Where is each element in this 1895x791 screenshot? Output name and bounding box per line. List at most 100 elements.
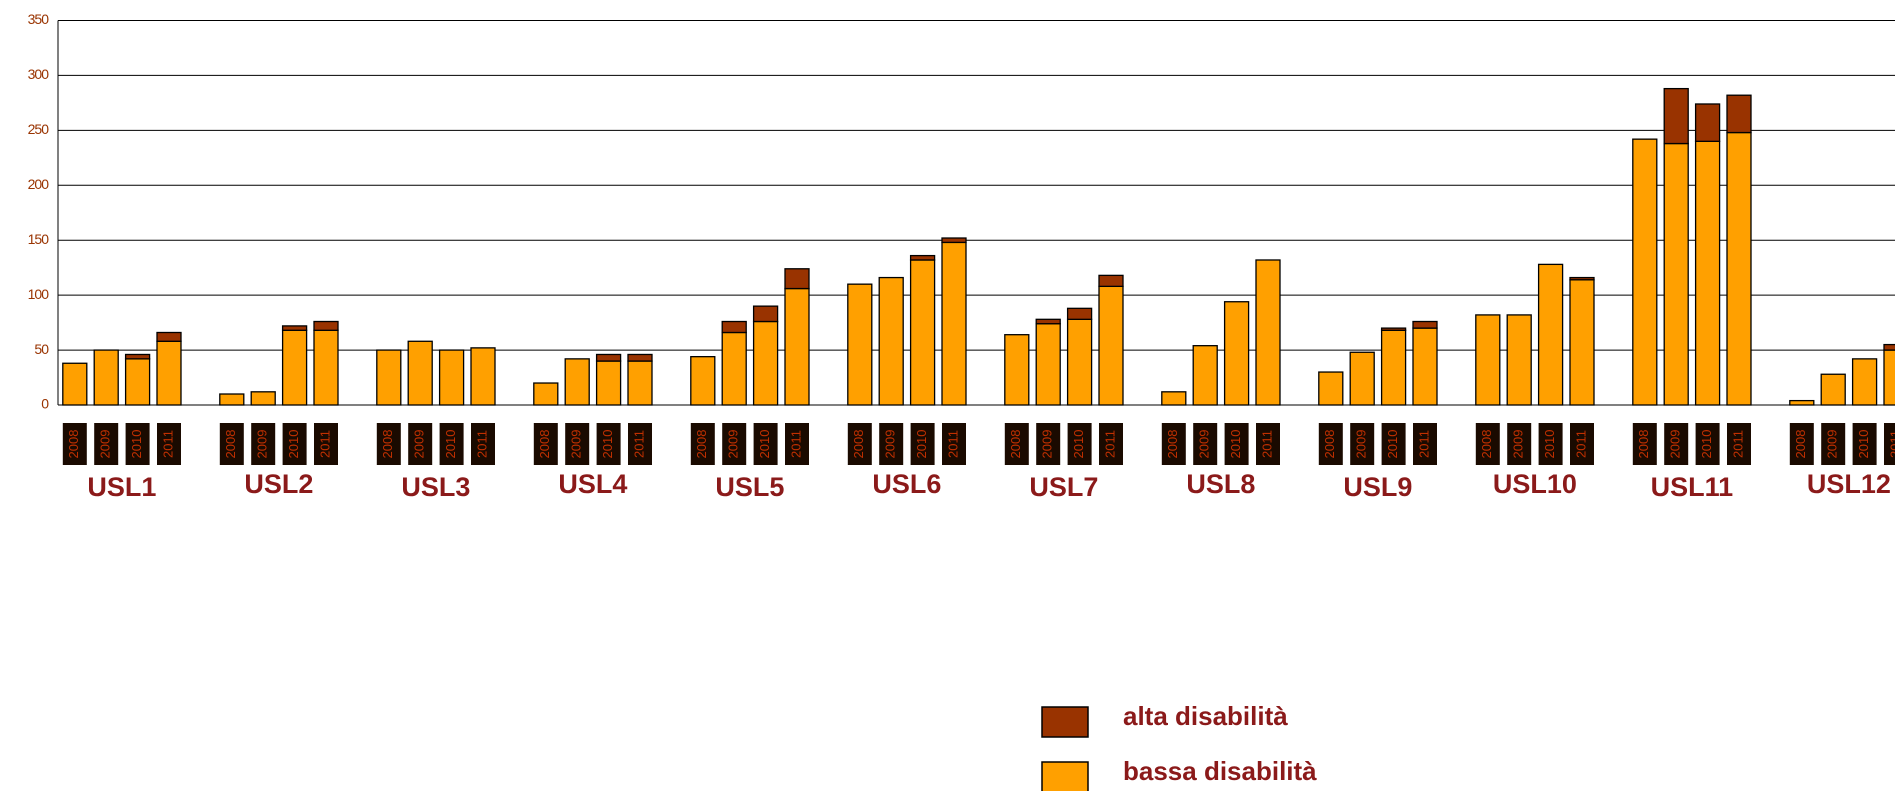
year-label-box [1664, 423, 1689, 465]
year-label-box [942, 423, 966, 465]
year-label-box [1789, 423, 1814, 465]
bar-segment [721, 331, 747, 406]
x-tick-label: 2011 [945, 430, 960, 458]
bar-segment [1506, 314, 1532, 406]
year-label-box [1413, 423, 1437, 465]
group-label: USL1 [87, 472, 156, 502]
group-label: USL4 [558, 469, 627, 499]
year-label-box [1224, 423, 1249, 465]
bar-segment [1098, 285, 1124, 406]
year-label-box [847, 423, 872, 465]
group-label: USL6 [872, 469, 941, 499]
x-tick-label: 2011 [317, 430, 332, 458]
x-tick-label: 2010 [1071, 430, 1086, 459]
bar-segment [1255, 259, 1281, 406]
bar-segment [1098, 274, 1124, 288]
year-label-box [439, 423, 464, 465]
bar-segment [1726, 94, 1752, 134]
legend-label: bassa disabilità [1123, 756, 1317, 786]
bar-segment [1475, 314, 1501, 406]
year-label-box [1256, 423, 1280, 465]
x-tick-label: 2009 [726, 430, 741, 459]
year-label-box [94, 423, 119, 465]
year-label-box [1695, 423, 1720, 465]
bar-segment [124, 353, 151, 360]
bar-segment [721, 320, 747, 334]
year-label-box [125, 423, 150, 465]
x-tick-label: 2009 [1511, 430, 1526, 459]
bar-segment [376, 349, 402, 406]
x-tick-label: 2009 [98, 430, 113, 459]
year-label-box [1067, 423, 1092, 465]
x-tick-label: 2010 [1699, 430, 1714, 459]
bar-segment [1569, 279, 1595, 406]
y-tick-label: 0 [41, 396, 49, 412]
x-tick-label: 2008 [1479, 430, 1494, 459]
bar-segment [564, 358, 590, 406]
bar-segment [941, 241, 967, 406]
bar-segment [1380, 329, 1407, 406]
y-tick-label: 150 [28, 231, 50, 247]
x-tick-label: 2011 [1416, 430, 1431, 458]
group-label: USL9 [1343, 472, 1412, 502]
year-label-box [879, 423, 904, 465]
bar-segment [407, 340, 433, 406]
legend-label: alta disabilità [1123, 701, 1288, 731]
group-label: USL5 [715, 472, 784, 502]
bar-segment [784, 287, 810, 406]
x-tick-label: 2010 [914, 430, 929, 459]
x-tick-label: 2008 [1322, 430, 1337, 459]
x-tick-label: 2010 [286, 430, 301, 459]
year-label-box [1381, 423, 1406, 465]
bar-segment [1318, 371, 1344, 406]
year-label-box [628, 423, 652, 465]
group-label: USL12 [1807, 469, 1891, 499]
year-label-box [1099, 423, 1123, 465]
bar-segment [1663, 142, 1689, 406]
bar-segment [124, 358, 151, 406]
year-label-box [62, 423, 87, 465]
year-label-box [1884, 423, 1895, 465]
year-label-box [722, 423, 747, 465]
year-label-box [219, 423, 244, 465]
y-tick-label: 200 [28, 176, 50, 192]
year-label-box [690, 423, 715, 465]
x-tick-label: 2010 [757, 430, 772, 459]
x-tick-label: 2008 [66, 430, 81, 459]
x-tick-label: 2008 [223, 430, 238, 459]
bar-segment [533, 382, 559, 406]
x-tick-label: 2008 [1008, 430, 1023, 459]
year-label-box [314, 423, 338, 465]
bar-segment [62, 362, 88, 406]
x-tick-label: 2011 [788, 430, 803, 458]
year-label-box [157, 423, 181, 465]
bar-segment [690, 356, 716, 406]
bar-segment [1851, 358, 1878, 406]
bar-segment [1380, 327, 1407, 331]
year-label-box [1727, 423, 1751, 465]
group-label: USL3 [401, 472, 470, 502]
bar-segment [627, 360, 653, 406]
bar-segment [1694, 103, 1721, 142]
year-label-box [1475, 423, 1500, 465]
bar-segment [627, 353, 653, 362]
bar-segment [784, 268, 810, 290]
bar-segment [438, 349, 465, 406]
x-tick-label: 2011 [160, 430, 175, 458]
x-tick-label: 2011 [1887, 430, 1895, 458]
bar-segment [1192, 345, 1218, 406]
year-label-box [1821, 423, 1846, 465]
bar-segment [1035, 318, 1061, 325]
bar-segment [1789, 399, 1815, 406]
x-tick-label: 2011 [1259, 430, 1274, 458]
year-label-box [910, 423, 935, 465]
x-tick-label: 2009 [1354, 430, 1369, 459]
bar-segment [909, 259, 936, 406]
x-tick-label: 2010 [1228, 430, 1243, 459]
bar-segment [752, 305, 779, 323]
bar-segment [219, 393, 245, 406]
bar-segment [93, 349, 119, 406]
group-label: USL11 [1651, 472, 1734, 502]
year-label-box [1036, 423, 1061, 465]
x-tick-label: 2009 [1197, 430, 1212, 459]
